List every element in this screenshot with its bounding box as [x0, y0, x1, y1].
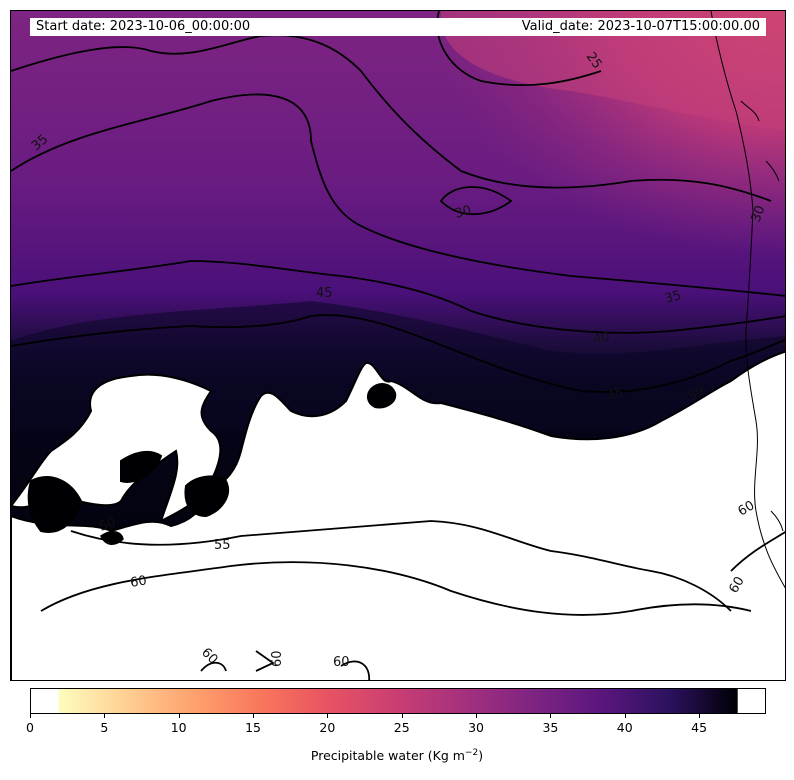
colorbar-tick-label: 20	[319, 720, 336, 735]
colorbar	[30, 688, 766, 714]
start-date-banner: Start date: 2023-10-06_00:00:00	[30, 18, 402, 36]
contour-60e	[730, 531, 785, 572]
colorbar-tick-label: 0	[26, 720, 34, 735]
contour-label-60f: 60	[736, 498, 758, 519]
contour-60	[40, 561, 752, 616]
dark-pocket-1	[184, 475, 229, 518]
contour-label-40: 40	[592, 329, 611, 347]
contour-label-45b: 45	[605, 385, 626, 405]
colorbar-tick-label: 5	[100, 720, 109, 735]
precipitable-water-map: 25 30 30 35 35 40 45 45 50 50 55 60 60 6…	[10, 10, 786, 681]
contour-label-60d: 60	[333, 655, 350, 670]
contour-55	[70, 520, 732, 612]
coastline-islands	[740, 100, 784, 532]
colorbar-tickmark	[178, 714, 180, 718]
colorbar-tickmark	[624, 714, 626, 718]
contour-label-45a: 45	[316, 286, 333, 301]
contour-label-60a: 60	[129, 573, 148, 591]
contour-label-60c: 60	[270, 650, 285, 667]
colorbar-tickmark	[30, 714, 31, 718]
contour-label-30a: 30	[453, 203, 473, 222]
colorbar-tick-label: 15	[245, 720, 261, 735]
colorbar-tick-label: 35	[542, 720, 559, 735]
saturated-region-main	[11, 350, 785, 680]
colorbar-label-sup: −2	[464, 748, 479, 758]
colorbar-tick-label: 45	[691, 720, 708, 735]
contour-60c	[255, 650, 275, 672]
contour-45	[11, 314, 785, 393]
colorbar-tickmark	[253, 714, 255, 718]
contour-60d	[340, 660, 370, 680]
contour-label-55: 55	[214, 538, 231, 553]
field-25-zone	[440, 11, 785, 131]
valid-date-banner: Valid_date: 2023-10-07T15:00:00.00	[394, 18, 766, 36]
colorbar-label-close: )	[478, 748, 484, 764]
dark-pocket-3	[27, 476, 83, 533]
contour-25	[436, 11, 602, 86]
coastline	[710, 11, 785, 589]
contour-label-30b: 30	[749, 204, 769, 225]
contour-60b	[200, 661, 227, 672]
contour-35	[11, 93, 785, 297]
colorbar-tickmark	[327, 714, 329, 718]
colorbar-tick-label: 25	[393, 720, 410, 735]
colorbar-tickmark	[401, 714, 403, 718]
colorbar-tick-label: 40	[616, 720, 633, 735]
contour-label-50a: 50	[97, 515, 118, 535]
contour-40	[11, 260, 785, 334]
colorbar-tick-label: 10	[170, 720, 187, 735]
contour-label-60e: 60	[726, 574, 747, 596]
map-canvas: 25 30 30 35 35 40 45 45 50 50 55 60 60 6…	[11, 11, 785, 680]
dark-pocket-2	[366, 383, 397, 409]
colorbar-tickmark	[550, 714, 552, 718]
colorbar-label: Precipitable water (Kg m−2)	[0, 748, 794, 763]
contour-30	[11, 34, 772, 202]
contour-label-50b: 50	[686, 383, 708, 404]
contour-30b	[439, 186, 513, 216]
colorbar-tickmark	[476, 714, 478, 718]
start-date-text: Start date: 2023-10-06_00:00:00	[36, 19, 251, 34]
colorbar-label-text: Precipitable water (Kg m	[310, 748, 465, 764]
contour-lines	[11, 11, 785, 680]
colorbar-tickmark	[104, 714, 106, 718]
colorbar-gradient	[58, 689, 738, 713]
colorbar-tick-label: 30	[468, 720, 484, 735]
valid-date-text: Valid_date: 2023-10-07T15:00:00.00	[521, 19, 760, 34]
dark-pocket-4	[120, 450, 163, 483]
contour-label-35b: 35	[663, 288, 683, 307]
colorbar-tickmark	[699, 714, 701, 718]
